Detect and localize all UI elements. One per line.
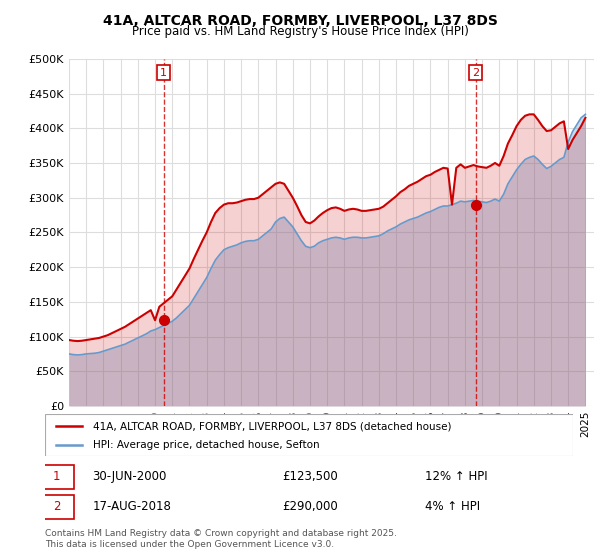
Text: 41A, ALTCAR ROAD, FORMBY, LIVERPOOL, L37 8DS (detached house): 41A, ALTCAR ROAD, FORMBY, LIVERPOOL, L37… bbox=[92, 421, 451, 431]
Text: 2: 2 bbox=[472, 68, 479, 78]
Text: HPI: Average price, detached house, Sefton: HPI: Average price, detached house, Seft… bbox=[92, 440, 319, 450]
Text: £123,500: £123,500 bbox=[283, 470, 338, 483]
Text: 12% ↑ HPI: 12% ↑ HPI bbox=[425, 470, 488, 483]
Text: Contains HM Land Registry data © Crown copyright and database right 2025.
This d: Contains HM Land Registry data © Crown c… bbox=[45, 529, 397, 549]
Text: 41A, ALTCAR ROAD, FORMBY, LIVERPOOL, L37 8DS: 41A, ALTCAR ROAD, FORMBY, LIVERPOOL, L37… bbox=[103, 14, 497, 28]
Text: 17-AUG-2018: 17-AUG-2018 bbox=[92, 501, 172, 514]
Text: £290,000: £290,000 bbox=[283, 501, 338, 514]
Text: 30-JUN-2000: 30-JUN-2000 bbox=[92, 470, 167, 483]
Text: Price paid vs. HM Land Registry's House Price Index (HPI): Price paid vs. HM Land Registry's House … bbox=[131, 25, 469, 38]
FancyBboxPatch shape bbox=[40, 495, 74, 519]
Text: 1: 1 bbox=[53, 470, 61, 483]
FancyBboxPatch shape bbox=[45, 414, 573, 456]
Text: 1: 1 bbox=[160, 68, 167, 78]
FancyBboxPatch shape bbox=[40, 465, 74, 489]
Text: 2: 2 bbox=[53, 501, 61, 514]
Text: 4% ↑ HPI: 4% ↑ HPI bbox=[425, 501, 480, 514]
